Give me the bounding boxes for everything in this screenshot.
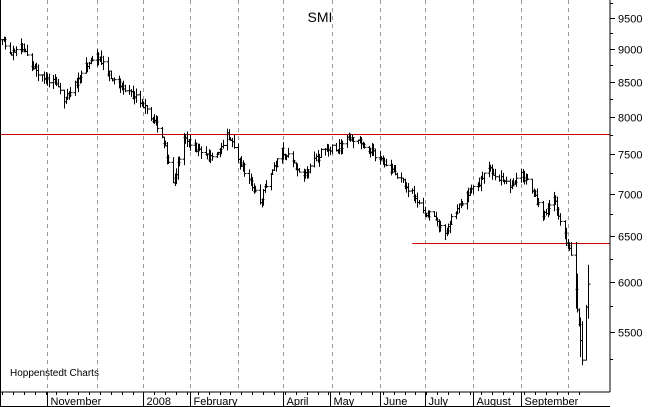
x-tick-label: February (194, 396, 239, 407)
x-tick-label: November (51, 396, 102, 407)
x-tick-label: May (334, 396, 355, 407)
x-tick-label: 2008 (147, 396, 171, 407)
x-tick-label: August (477, 396, 511, 407)
y-axis-ticks: 5500 6000 6500 7000 7500 8000 8500 9000 9500 (610, 3, 642, 360)
y-tick-label: 8500 (618, 78, 642, 90)
x-axis-ticks: November 2008 February April May June July Augu… (2, 392, 580, 407)
chart-credit: Hoppenstedt Charts (10, 368, 99, 379)
x-tick-label: June (384, 396, 408, 407)
chart-title: SMI (308, 9, 333, 25)
y-tick-label: 6000 (618, 278, 642, 290)
x-tick-label: July (429, 396, 449, 407)
y-tick-label: 6500 (618, 232, 642, 244)
x-tick-label: September (525, 396, 579, 407)
y-tick-label: 9000 (618, 45, 642, 57)
price-bars (0, 36, 591, 366)
y-tick-label: 8000 (618, 113, 642, 125)
x-tick-label: April (287, 396, 309, 407)
y-tick-label: 7500 (618, 150, 642, 162)
plot-area (0, 0, 610, 392)
reference-lines (0, 134, 610, 244)
y-tick-label: 7000 (618, 190, 642, 202)
y-tick-label: 9500 (618, 14, 642, 26)
grid-lines (47, 0, 569, 392)
y-tick-label: 5500 (618, 328, 642, 340)
